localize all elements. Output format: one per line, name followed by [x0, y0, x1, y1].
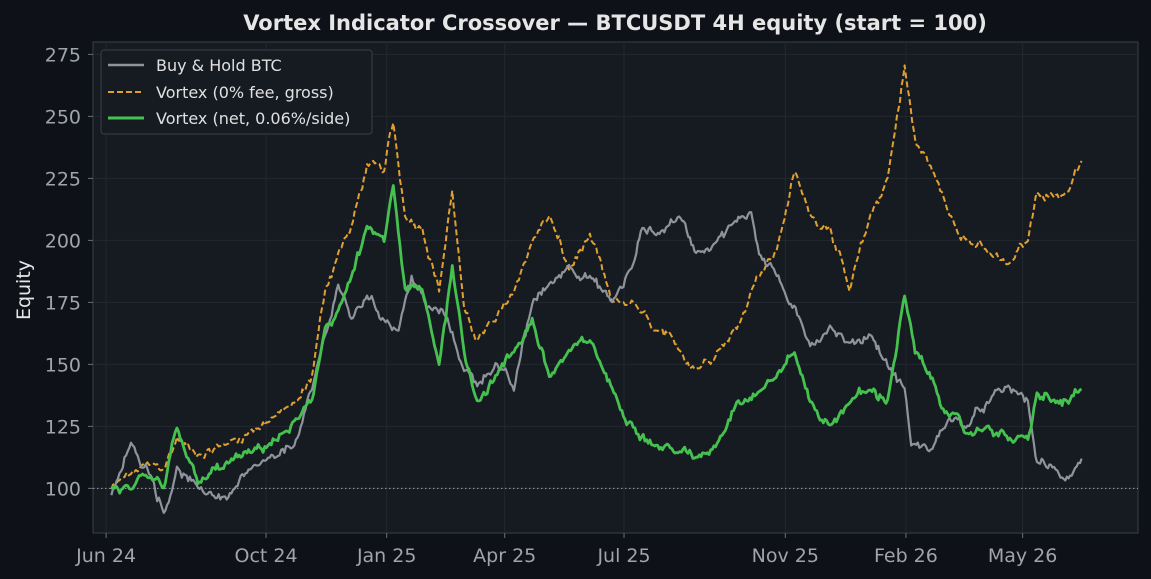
series-line-vortex-gross	[110, 64, 1083, 490]
x-tick-label: Jun 24	[75, 545, 136, 567]
grid-lines	[93, 42, 1138, 533]
x-tick-label: Feb 26	[874, 545, 938, 567]
y-axis-label: Equity	[13, 260, 35, 320]
y-axis-ticks: 100 125 150 175 200 225 250 275	[45, 44, 93, 500]
x-tick-label: Apr 25	[473, 545, 536, 567]
series-layer	[110, 64, 1083, 514]
y-tick-label: 175	[45, 292, 81, 314]
y-tick-label: 150	[45, 354, 81, 376]
y-tick-label: 275	[45, 44, 81, 66]
legend-box	[100, 49, 373, 135]
y-tick-label: 125	[45, 416, 81, 438]
y-tick-label: 250	[45, 106, 81, 128]
legend-label-vortex-gross: Vortex (0% fee, gross)	[156, 83, 334, 102]
legend-label-buy-hold: Buy & Hold BTC	[156, 56, 282, 75]
chart-title: Vortex Indicator Crossover — BTCUSDT 4H …	[243, 11, 987, 35]
series-line-buy-hold	[110, 211, 1083, 514]
x-axis-ticks: Jun 24 Oct 24 Jan 25 Apr 25 Jul 25 Nov 25 Feb …	[75, 533, 1057, 567]
x-tick-label: Jan 25	[356, 545, 417, 567]
x-tick-label: May 26	[988, 545, 1058, 567]
legend: Buy & Hold BTC Vortex (0% fee, gross) Vo…	[100, 49, 373, 135]
x-tick-label: Nov 25	[752, 545, 819, 567]
x-tick-label: Oct 24	[235, 545, 298, 567]
x-tick-label: Jul 25	[596, 545, 650, 567]
legend-label-vortex-net: Vortex (net, 0.06%/side)	[156, 109, 350, 128]
y-tick-label: 225	[45, 168, 81, 190]
y-tick-label: 100	[45, 478, 81, 500]
y-tick-label: 200	[45, 230, 81, 252]
series-line-vortex-net	[110, 184, 1083, 495]
